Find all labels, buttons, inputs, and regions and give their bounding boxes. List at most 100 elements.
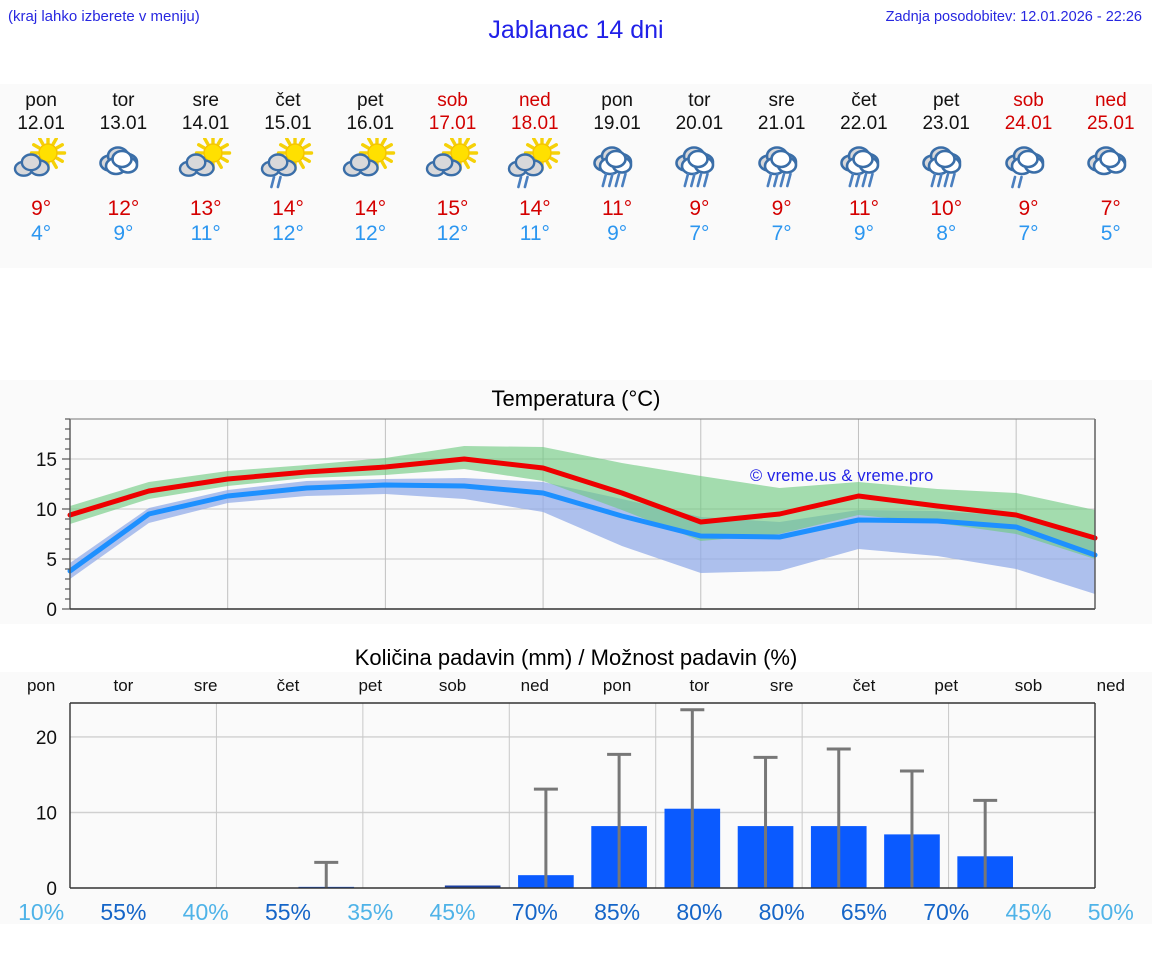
forecast-day-column[interactable]: pon 12.01 9° 4°	[0, 84, 82, 268]
forecast-temp-min: 9°	[607, 222, 628, 245]
forecast-day-date: 14.01	[181, 113, 230, 134]
forecast-day-name: čet	[275, 90, 301, 111]
sun-cloud-icon	[10, 138, 72, 194]
precipitation-day-label: sre	[193, 676, 218, 695]
forecast-temp-min: 9°	[113, 222, 134, 245]
cloud-rain-icon	[915, 138, 977, 194]
forecast-temp-min: 4°	[31, 222, 52, 245]
forecast-temp-min: 8°	[936, 222, 957, 245]
forecast-day-name: ned	[518, 90, 551, 111]
cloud-icon	[92, 138, 154, 194]
forecast-day-column[interactable]: tor 20.01 9° 7°	[658, 84, 740, 268]
forecast-day-column[interactable]: pet 23.01 10° 8°	[905, 84, 987, 268]
forecast-day-name: sre	[768, 90, 795, 111]
cloud-rain-icon	[751, 138, 813, 194]
cloud-icon	[1080, 138, 1142, 194]
forecast-temp-min: 7°	[689, 222, 710, 245]
forecast-day-column[interactable]: sre 14.01 13° 11°	[165, 84, 247, 268]
sun-cloud-icon	[339, 138, 401, 194]
precipitation-day-label: čet	[276, 676, 300, 695]
forecast-temp-max: 11°	[848, 197, 880, 220]
precipitation-day-label: pet	[358, 676, 383, 695]
temperature-chart-title: Temperatura (°C)	[491, 386, 661, 411]
precipitation-chance-value: 80%	[676, 899, 723, 925]
forecast-temp-max: 14°	[272, 197, 304, 220]
precipitation-day-label: sre	[769, 676, 794, 695]
forecast-day-column[interactable]: tor 13.01 12° 9°	[82, 84, 164, 268]
forecast-day-date: 21.01	[757, 113, 806, 134]
forecast-day-name: pet	[357, 90, 384, 111]
precipitation-chance-value: 55%	[100, 899, 147, 925]
sun-cloud-drizzle-icon	[504, 138, 566, 194]
forecast-temp-max: 14°	[518, 197, 551, 220]
forecast-temp-max: 13°	[189, 197, 222, 220]
forecast-day-name: pon	[25, 90, 57, 111]
forecast-day-date: 17.01	[428, 113, 477, 134]
precipitation-day-label: pon	[602, 676, 632, 695]
precipitation-day-label: ned	[1096, 676, 1125, 695]
sun-cloud-icon	[175, 138, 237, 194]
menu-hint[interactable]: (kraj lahko izberete v meniju)	[8, 8, 200, 25]
forecast-day-column[interactable]: sre 21.01 9° 7°	[741, 84, 823, 268]
sun-cloud-drizzle-icon	[257, 138, 319, 194]
forecast-day-column[interactable]: sob 17.01 15° 12°	[411, 84, 493, 268]
forecast-day-date: 23.01	[922, 113, 970, 134]
forecast-temp-max: 11°	[602, 197, 633, 220]
forecast-temp-max: 7°	[1100, 197, 1121, 220]
forecast-temp-max: 9°	[31, 197, 52, 220]
forecast-day-date: 24.01	[1004, 113, 1053, 134]
precipitation-chance-value: 85%	[594, 899, 641, 925]
forecast-temp-max: 9°	[689, 197, 710, 220]
forecast-day-column[interactable]: ned 25.01 7° 5°	[1070, 84, 1152, 268]
forecast-temp-min: 5°	[1100, 222, 1121, 245]
forecast-day-date: 19.01	[593, 113, 641, 134]
cloud-drizzle-icon	[998, 138, 1060, 194]
forecast-temp-max: 9°	[1018, 197, 1039, 220]
forecast-temp-min: 12°	[272, 222, 304, 245]
precipitation-chance-value: 70%	[511, 899, 558, 925]
forecast-day-column[interactable]: pet 16.01 14° 12°	[329, 84, 411, 268]
forecast-day-name: čet	[851, 90, 877, 111]
precipitation-chance-value: 45%	[1005, 899, 1052, 925]
forecast-temp-min: 9°	[853, 222, 874, 245]
forecast-day-date: 22.01	[840, 113, 888, 134]
forecast-day-column[interactable]: čet 22.01 11° 9°	[823, 84, 905, 268]
forecast-day-column[interactable]: sob 24.01 9° 7°	[987, 84, 1069, 268]
precipitation-chance-value: 80%	[758, 899, 805, 925]
forecast-day-date: 18.01	[511, 113, 559, 134]
forecast-day-name: pet	[933, 90, 960, 111]
page-header: (kraj lahko izberete v meniju) Jablanac …	[0, 0, 1152, 76]
forecast-temp-min: 7°	[771, 222, 792, 245]
forecast-day-name: ned	[1094, 90, 1127, 111]
precipitation-day-label: tor	[689, 676, 710, 695]
precipitation-chance-value: 40%	[182, 899, 229, 925]
precipitation-day-label: sob	[438, 676, 467, 695]
precipitation-day-label: ned	[520, 676, 550, 695]
forecast-temp-min: 7°	[1018, 222, 1039, 245]
daily-forecast-strip: pon 12.01 9° 4° tor 13.01 12° 9° sre 14.01 13° 11° č…	[0, 84, 1152, 268]
forecast-day-name: tor	[688, 90, 711, 111]
forecast-day-date: 12.01	[17, 113, 65, 134]
last-updated-label: Zadnja posodobitev: 12.01.2026 - 22:26	[885, 9, 1142, 25]
forecast-temp-max: 14°	[354, 197, 387, 220]
forecast-day-date: 20.01	[675, 113, 724, 134]
forecast-temp-min: 12°	[354, 222, 387, 245]
forecast-day-date: 15.01	[264, 113, 312, 134]
page-title: Jablanac 14 dni	[488, 16, 664, 44]
precipitation-chance-labels: 10% 55% 40% 55% 35% 45% 70% 85% 80% 80% 65% 70% 45% 5…	[0, 899, 1152, 933]
forecast-day-name: sre	[192, 90, 219, 111]
precipitation-day-label: tor	[113, 676, 134, 695]
cloud-rain-icon	[833, 138, 895, 194]
forecast-temp-min: 11°	[519, 222, 550, 245]
precipitation-day-label: pon	[26, 676, 56, 695]
forecast-day-column[interactable]: čet 15.01 14° 12°	[247, 84, 329, 268]
precipitation-day-label: pet	[934, 676, 959, 695]
sun-cloud-icon	[422, 138, 484, 194]
forecast-temp-max: 12°	[107, 197, 140, 220]
forecast-day-column[interactable]: pon 19.01 11° 9°	[576, 84, 658, 268]
precipitation-chance-value: 10%	[18, 899, 65, 925]
forecast-temp-max: 10°	[930, 197, 963, 220]
forecast-day-column[interactable]: ned 18.01 14° 11°	[494, 84, 576, 268]
forecast-day-date: 25.01	[1087, 113, 1135, 134]
forecast-day-name: pon	[601, 90, 633, 111]
